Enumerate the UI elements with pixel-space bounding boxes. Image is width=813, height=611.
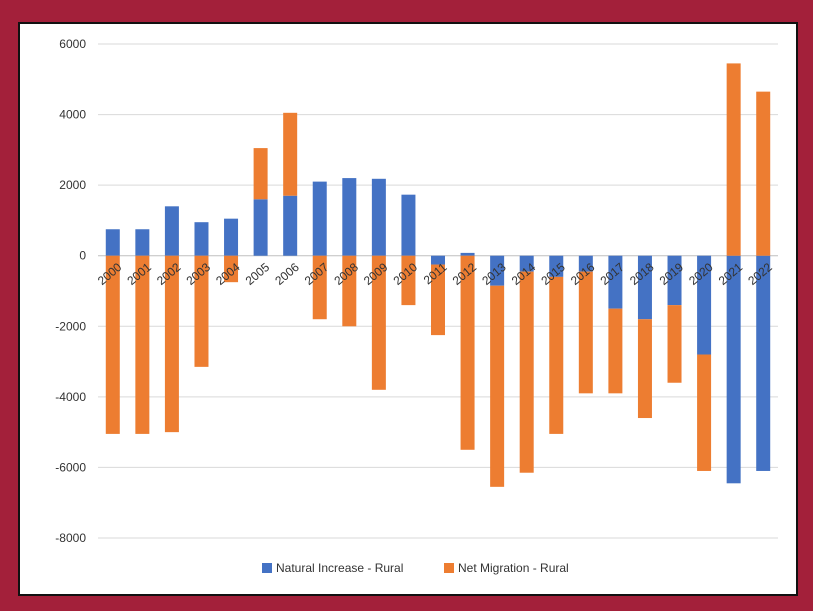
bar-natural-increase-rural-2012 <box>460 252 475 256</box>
bar-natural-increase-rural-2010 <box>401 194 416 256</box>
bar-natural-increase-rural-2022 <box>756 255 771 471</box>
legend: Natural Increase - Rural Net Migration - … <box>262 561 569 575</box>
legend-swatch <box>262 563 272 573</box>
bar-natural-increase-rural-2018 <box>637 255 652 320</box>
y-tick-label: -6000 <box>55 460 86 474</box>
bar-natural-increase-rural-2017 <box>608 255 623 309</box>
bar-net-migration-rural-2014 <box>519 271 534 473</box>
bar-natural-increase-rural-2020 <box>697 255 712 355</box>
bar-natural-increase-rural-2007 <box>312 181 327 256</box>
stacked-bar-chart: -8000 -6000 -4000 -2000 0 2000 4000 6000 2000 20… <box>55 37 778 575</box>
bar-natural-increase-rural-2011 <box>431 255 445 265</box>
bar-net-migration-rural-2000 <box>105 255 120 434</box>
bar-net-migration-rural-2016 <box>578 271 593 394</box>
bar-net-migration-rural-2017 <box>608 308 623 394</box>
y-tick-label: 4000 <box>59 108 86 122</box>
x-category-label: 2004 <box>213 260 243 288</box>
bar-net-migration-rural-2022 <box>756 91 771 256</box>
bar-net-migration-rural-2009 <box>371 255 386 390</box>
y-tick-label: -2000 <box>55 319 86 333</box>
x-category-label: 2006 <box>272 260 302 288</box>
bar-natural-increase-rural-2004 <box>224 218 239 256</box>
chart-frame: -8000 -6000 -4000 -2000 0 2000 4000 6000 2000 20… <box>18 22 798 596</box>
bar-net-migration-rural-2013 <box>490 285 505 487</box>
bar-natural-increase-rural-2001 <box>135 229 150 256</box>
bar-natural-increase-rural-2006 <box>283 195 298 256</box>
legend-swatch <box>444 563 454 573</box>
bar-natural-increase-rural-2013 <box>490 255 505 286</box>
y-tick-label: 6000 <box>59 37 86 51</box>
bar-natural-increase-rural-2002 <box>164 206 179 256</box>
bar-natural-increase-rural-2015 <box>549 255 564 277</box>
bar-natural-increase-rural-2005 <box>253 199 268 256</box>
legend-label: Net Migration - Rural <box>458 561 569 575</box>
bar-net-migration-rural-2011 <box>431 264 445 336</box>
bar-net-migration-rural-2001 <box>135 255 150 434</box>
bar-net-migration-rural-2015 <box>549 276 564 434</box>
bar-natural-increase-rural-2009 <box>371 178 386 256</box>
y-tick-label: -8000 <box>55 531 86 545</box>
bar-net-migration-rural-2002 <box>164 255 179 433</box>
bar-net-migration-rural-2007 <box>312 255 327 320</box>
bar-natural-increase-rural-2019 <box>667 255 682 306</box>
bar-net-migration-rural-2008 <box>342 255 357 327</box>
bar-natural-increase-rural-2000 <box>105 229 120 256</box>
y-tick-label: -4000 <box>55 390 86 404</box>
bar-net-migration-rural-2005 <box>253 148 268 200</box>
bar-natural-increase-rural-2008 <box>342 178 357 256</box>
y-tick-label: 2000 <box>59 178 86 192</box>
y-tick-label: 0 <box>79 249 86 263</box>
bar-natural-increase-rural-2016 <box>578 255 593 272</box>
x-category-label: 2005 <box>243 260 273 288</box>
bar-natural-increase-rural-2014 <box>519 255 534 272</box>
bars <box>105 63 771 487</box>
bar-natural-increase-rural-2003 <box>194 222 209 256</box>
bar-net-migration-rural-2020 <box>697 354 712 471</box>
y-axis-labels: -8000 -6000 -4000 -2000 0 2000 4000 6000 <box>55 37 86 545</box>
bar-net-migration-rural-2012 <box>460 255 475 450</box>
bar-net-migration-rural-2010 <box>401 255 416 306</box>
bar-natural-increase-rural-2021 <box>726 255 741 484</box>
bar-net-migration-rural-2019 <box>667 305 682 383</box>
legend-label: Natural Increase - Rural <box>276 561 403 575</box>
bar-net-migration-rural-2006 <box>283 112 298 196</box>
bar-net-migration-rural-2021 <box>726 63 741 256</box>
bar-net-migration-rural-2018 <box>637 319 652 419</box>
bar-net-migration-rural-2003 <box>194 255 209 367</box>
bar-net-migration-rural-2004 <box>224 255 239 283</box>
